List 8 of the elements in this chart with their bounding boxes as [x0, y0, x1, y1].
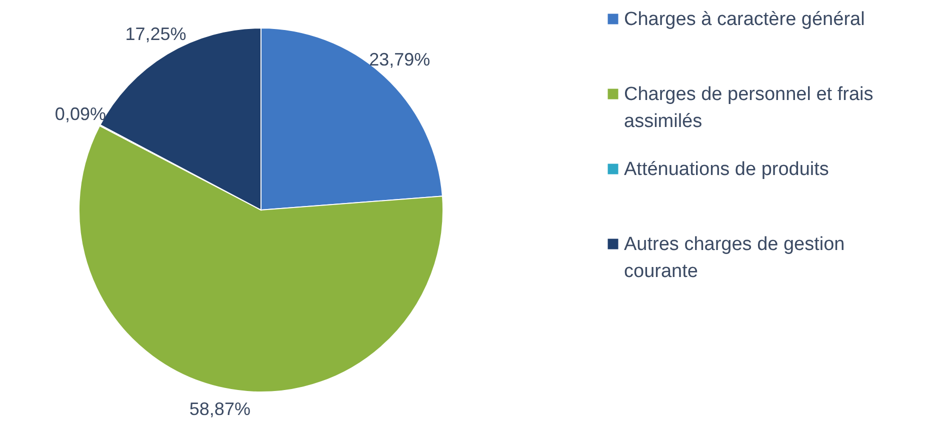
data-label: 0,09%	[54, 104, 106, 124]
data-label: 58,87%	[189, 398, 250, 419]
legend-label: Autres charges de gestion courante	[624, 234, 845, 282]
data-label: 17,25%	[125, 24, 186, 44]
legend-label: Charges de personnel et frais assimilés	[624, 84, 874, 132]
legend-label: Charges à caractère général	[624, 9, 865, 30]
data-label: 23,79%	[369, 49, 430, 70]
legend-label: Atténuations de produits	[624, 159, 829, 180]
